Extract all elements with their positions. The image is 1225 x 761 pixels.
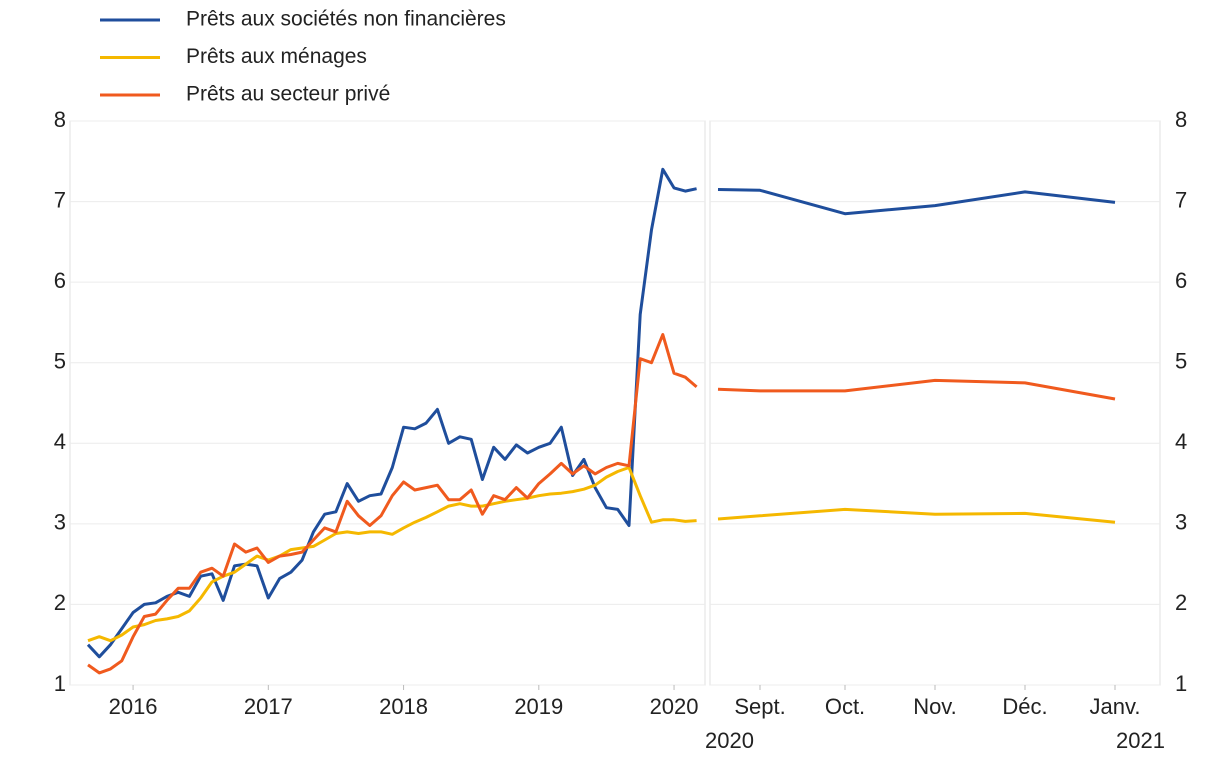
y-tick-label: 8 (1175, 107, 1187, 132)
data-line (717, 507, 1116, 524)
y-tick-label: 2 (54, 590, 66, 615)
y-tick-label: 6 (54, 268, 66, 293)
legend-label: Prêts aux ménages (186, 45, 367, 68)
x-tick-label: 2019 (514, 694, 563, 719)
x-tick-label: Janv. (1090, 694, 1141, 719)
x-tick-label: 2016 (109, 694, 158, 719)
x-tick-label: 2018 (379, 694, 428, 719)
x-tick-label: 2020 (650, 694, 699, 719)
x-tick-label: Nov. (913, 694, 957, 719)
x-year-label: 2021 (1116, 728, 1165, 753)
data-line (86, 167, 697, 659)
y-tick-label: 5 (54, 349, 66, 374)
y-tick-label: 1 (54, 671, 66, 696)
y-tick-label: 4 (54, 429, 66, 454)
data-line (717, 188, 1116, 216)
x-tick-label: Sept. (734, 694, 785, 719)
x-year-label: 2020 (705, 728, 754, 753)
y-tick-label: 3 (1175, 510, 1187, 535)
y-tick-label: 7 (54, 187, 66, 212)
y-tick-label: 8 (54, 107, 66, 132)
legend-label: Prêts aux sociétés non financières (186, 8, 506, 31)
data-line (87, 333, 698, 675)
y-tick-label: 2 (1175, 590, 1187, 615)
data-line (717, 378, 1116, 401)
y-tick-label: 1 (1175, 671, 1187, 696)
data-line (87, 466, 697, 643)
x-tick-label: Oct. (825, 694, 865, 719)
legend-label: Prêts au secteur privé (186, 83, 390, 106)
y-tick-label: 3 (54, 510, 66, 535)
y-tick-label: 5 (1175, 349, 1187, 374)
y-tick-label: 4 (1175, 429, 1187, 454)
y-tick-label: 6 (1175, 268, 1187, 293)
x-tick-label: 2017 (244, 694, 293, 719)
y-tick-label: 7 (1175, 187, 1187, 212)
x-tick-label: Déc. (1002, 694, 1047, 719)
